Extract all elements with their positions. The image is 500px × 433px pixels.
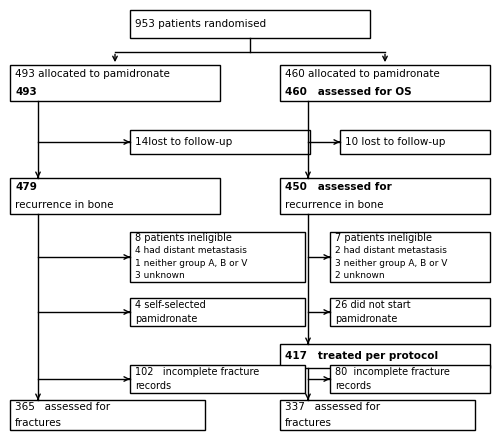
- Text: fractures: fractures: [285, 417, 332, 427]
- Text: 460 allocated to pamidronate: 460 allocated to pamidronate: [285, 69, 440, 79]
- Bar: [330, 365, 490, 393]
- Text: 2 had distant metastasis: 2 had distant metastasis: [335, 246, 447, 255]
- Text: records: records: [135, 381, 171, 391]
- Text: 493: 493: [15, 87, 37, 97]
- Text: recurrence in bone: recurrence in bone: [285, 200, 384, 210]
- Text: 80  incomplete fracture: 80 incomplete fracture: [335, 367, 450, 377]
- Text: 10 lost to follow-up: 10 lost to follow-up: [345, 137, 446, 147]
- Text: 3 neither group A, B or V: 3 neither group A, B or V: [335, 259, 448, 268]
- Text: 365   assessed for: 365 assessed for: [15, 403, 110, 413]
- Text: 102   incomplete fracture: 102 incomplete fracture: [135, 367, 259, 377]
- Bar: [130, 10, 370, 38]
- Bar: [130, 232, 305, 282]
- Text: 14lost to follow-up: 14lost to follow-up: [135, 137, 232, 147]
- Bar: [130, 365, 305, 393]
- Bar: [280, 400, 475, 430]
- Text: 7 patients ineligible: 7 patients ineligible: [335, 233, 432, 243]
- Text: 3 unknown: 3 unknown: [135, 271, 185, 280]
- Text: 450   assessed for: 450 assessed for: [285, 182, 392, 192]
- Text: 460   assessed for OS: 460 assessed for OS: [285, 87, 412, 97]
- Bar: [280, 178, 490, 214]
- Text: records: records: [335, 381, 371, 391]
- Bar: [10, 65, 220, 101]
- Bar: [330, 298, 490, 326]
- Text: 2 unknown: 2 unknown: [335, 271, 384, 280]
- Text: 1 neither group A, B or V: 1 neither group A, B or V: [135, 259, 248, 268]
- Bar: [280, 344, 490, 368]
- Text: fractures: fractures: [15, 417, 62, 427]
- Bar: [130, 298, 305, 326]
- Text: 4 self-selected: 4 self-selected: [135, 300, 206, 310]
- Text: 26 did not start: 26 did not start: [335, 300, 410, 310]
- Text: 417   treated per protocol: 417 treated per protocol: [285, 351, 438, 361]
- Text: pamidronate: pamidronate: [135, 314, 198, 324]
- Bar: [280, 65, 490, 101]
- Text: 493 allocated to pamidronate: 493 allocated to pamidronate: [15, 69, 170, 79]
- Bar: [130, 130, 310, 154]
- Bar: [10, 178, 220, 214]
- Bar: [10, 400, 205, 430]
- Bar: [340, 130, 490, 154]
- Text: 337   assessed for: 337 assessed for: [285, 403, 380, 413]
- Text: 953 patients randomised: 953 patients randomised: [135, 19, 266, 29]
- Bar: [330, 232, 490, 282]
- Text: pamidronate: pamidronate: [335, 314, 398, 324]
- Text: 479: 479: [15, 182, 37, 192]
- Text: 4 had distant metastasis: 4 had distant metastasis: [135, 246, 247, 255]
- Text: 8 patients ineligible: 8 patients ineligible: [135, 233, 232, 243]
- Text: recurrence in bone: recurrence in bone: [15, 200, 114, 210]
